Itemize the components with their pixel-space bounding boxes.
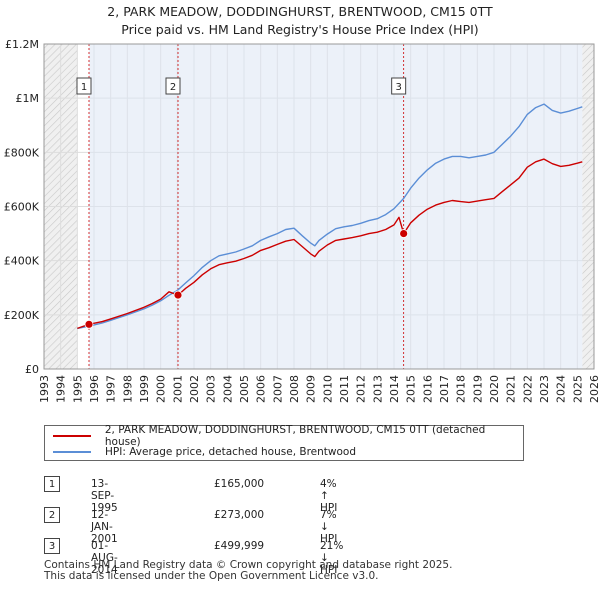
y-tick-label: £800K <box>4 146 40 159</box>
y-tick-label: £0 <box>25 363 39 376</box>
sale-label-box <box>76 77 92 95</box>
legend: 2, PARK MEADOW, DODDINGHURST, BRENTWOOD,… <box>44 424 524 461</box>
footer-line-licence: This data is licensed under the Open Gov… <box>44 570 379 582</box>
sale-date: 13-SEP-1995 <box>91 478 118 514</box>
legend-label-price: 2, PARK MEADOW, DODDINGHURST, BRENTWOOD,… <box>104 424 486 448</box>
sale-label-number: 2 <box>170 82 176 93</box>
x-tick-label: 1999 <box>138 375 151 403</box>
sale-hpi-diff: 7% ↓ HPI <box>320 509 338 545</box>
legend-entry-price: 2, PARK MEADOW, DODDINGHURST, BRENTWOOD,… <box>53 424 523 448</box>
y-tick-label: £600K <box>4 201 40 214</box>
sale-number-badge: 2 <box>44 507 60 523</box>
x-tick-label: 2005 <box>238 375 251 403</box>
x-tick-label: 2022 <box>521 375 534 403</box>
x-tick-label: 1995 <box>71 375 84 403</box>
footer-line-copyright: Contains HM Land Registry data © Crown c… <box>44 559 453 571</box>
x-tick-label: 2001 <box>171 375 184 403</box>
ownership-band <box>403 44 583 369</box>
sale-price: £499,999 <box>214 540 265 552</box>
x-tick-label: 1997 <box>105 375 118 403</box>
legend-entry-hpi: HPI: Average price, detached house, Bren… <box>53 444 356 460</box>
sale-number-badge: 3 <box>44 538 60 554</box>
price-paid-line <box>77 158 583 330</box>
sale-point <box>84 319 94 329</box>
sale-label-number: 3 <box>395 82 401 93</box>
x-tick-label: 2002 <box>188 375 201 403</box>
sale-hpi-diff: 21% ↓ HPI <box>320 540 344 576</box>
x-tick-label: 2015 <box>405 375 418 403</box>
x-tick-label: 1998 <box>121 375 134 403</box>
x-tick-label: 2000 <box>155 375 168 403</box>
x-tick-label: 2023 <box>538 375 551 403</box>
x-tick-label: 2025 <box>571 375 584 403</box>
x-tick-label: 1994 <box>55 375 68 403</box>
sale-label-box <box>165 77 181 95</box>
x-tick-label: 2016 <box>421 375 434 403</box>
sale-date: 01-AUG-2014 <box>91 540 118 576</box>
x-tick-label: 2006 <box>255 375 268 403</box>
sale-date: 12-JAN-2001 <box>91 509 118 545</box>
sale-point <box>173 290 183 300</box>
footer-attribution: Contains HM Land Registry data © Crown c… <box>44 560 452 582</box>
x-tick-label: 2011 <box>338 375 351 403</box>
legend-label-hpi: HPI: Average price, detached house, Bren… <box>105 446 356 458</box>
sale-label-number: 1 <box>81 82 87 93</box>
y-tick-label: £200K <box>4 309 40 322</box>
y-tick-label: £1.2M <box>5 38 39 51</box>
x-tick-label: 2020 <box>488 375 501 403</box>
chart-title: 2, PARK MEADOW, DODDINGHURST, BRENTWOOD,… <box>107 4 493 19</box>
sale-price: £165,000 <box>214 478 265 490</box>
y-tick-label: £400K <box>4 255 40 268</box>
x-tick-label: 2013 <box>371 375 384 403</box>
x-tick-label: 2008 <box>288 375 301 403</box>
sale-point <box>399 229 409 238</box>
sale-price: £273,000 <box>214 509 265 521</box>
x-tick-label: 2009 <box>305 375 318 403</box>
x-tick-label: 1996 <box>88 375 101 403</box>
sale-number-badge: 1 <box>44 476 60 492</box>
sale-label-box <box>391 77 407 95</box>
x-tick-label: 2026 <box>588 375 600 403</box>
x-tick-label: 2017 <box>438 375 451 403</box>
x-tick-label: 2010 <box>321 375 334 403</box>
legend-swatch-hpi <box>53 451 91 453</box>
x-tick-label: 2012 <box>355 375 368 403</box>
x-tick-label: 2019 <box>471 375 484 403</box>
sale-hpi-diff: 4% ↑ HPI <box>320 478 338 514</box>
x-tick-label: 2021 <box>505 375 518 403</box>
x-tick-label: 2004 <box>221 375 234 403</box>
x-tick-label: 2018 <box>455 375 468 403</box>
x-tick-label: 2014 <box>388 375 401 403</box>
hpi-line <box>77 103 583 330</box>
ownership-band <box>89 44 178 369</box>
chart-subtitle: Price paid vs. HM Land Registry's House … <box>121 22 478 37</box>
y-tick-label: £1M <box>16 92 40 105</box>
price-chart: 2, PARK MEADOW, DODDINGHURST, BRENTWOOD,… <box>4 4 600 403</box>
x-tick-label: 1993 <box>38 375 51 403</box>
x-tick-label: 2003 <box>205 375 218 403</box>
legend-swatch-price <box>53 435 91 437</box>
ownership-band <box>178 44 404 369</box>
x-tick-label: 2024 <box>555 375 568 403</box>
x-tick-label: 2007 <box>271 375 284 403</box>
